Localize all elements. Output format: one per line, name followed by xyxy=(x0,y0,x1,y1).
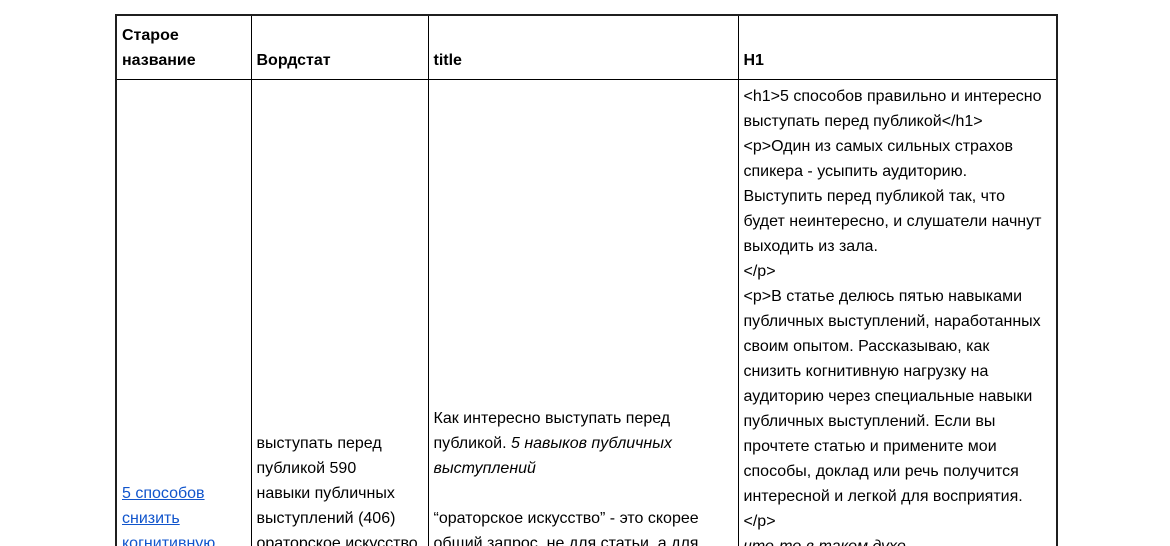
wordstat-query-1: выступать перед публикой 590 xyxy=(256,434,382,477)
title-proposal: Как интересно выступать перед публикой. … xyxy=(434,406,732,481)
h1-paragraph-close-tag: </p> xyxy=(743,262,776,280)
cell-wordstat: выступать перед публикой 590 навыки публ… xyxy=(250,78,429,546)
h1-paragraph-3: <p>В статье делюсь пятью навыками публич… xyxy=(743,287,1041,530)
cell-old-name: 5 способов снизить когнитивную нагрузку xyxy=(115,78,252,546)
table-row: 5 способов снизить когнитивную нагрузку … xyxy=(115,78,1058,546)
column-header-h1: H1 xyxy=(737,14,1058,80)
h1-comment: что-то в таком духе xyxy=(743,537,906,546)
title-proposal-italic: 5 навыков публичных выступлений xyxy=(433,434,672,477)
title-proposal-normal: Как интересно выступать перед публикой. xyxy=(433,409,671,452)
wordstat-query-2: навыки публичных выступлений (406) xyxy=(256,484,396,527)
wordstat-query-3: ораторское искусство (18831) xyxy=(256,534,418,546)
h1-markup-heading: <h1>5 способов правильно и интересно выс… xyxy=(743,87,1042,130)
header-row: Старое название Вордстат title H1 xyxy=(115,14,1058,80)
h1-paragraph-2: Выступить перед публикой так, что будет … xyxy=(743,187,1042,255)
column-header-wordstat: Вордстат xyxy=(250,14,429,80)
cell-title: Как интересно выступать перед публикой. … xyxy=(427,78,739,546)
column-header-title: title xyxy=(427,14,739,80)
seo-content-table: Старое название Вордстат title H1 5 спос… xyxy=(115,14,1058,546)
title-note: “ораторское искусство” - это скорее общи… xyxy=(433,509,699,546)
column-header-old-name: Старое название xyxy=(115,14,252,80)
cell-h1: <h1>5 способов правильно и интересно выс… xyxy=(737,78,1058,546)
h1-paragraph-1: <p>Один из самых сильных страхов спикера… xyxy=(743,137,1014,180)
old-article-link[interactable]: 5 способов снизить когнитивную нагрузку xyxy=(122,484,216,546)
blank-line xyxy=(434,481,732,506)
